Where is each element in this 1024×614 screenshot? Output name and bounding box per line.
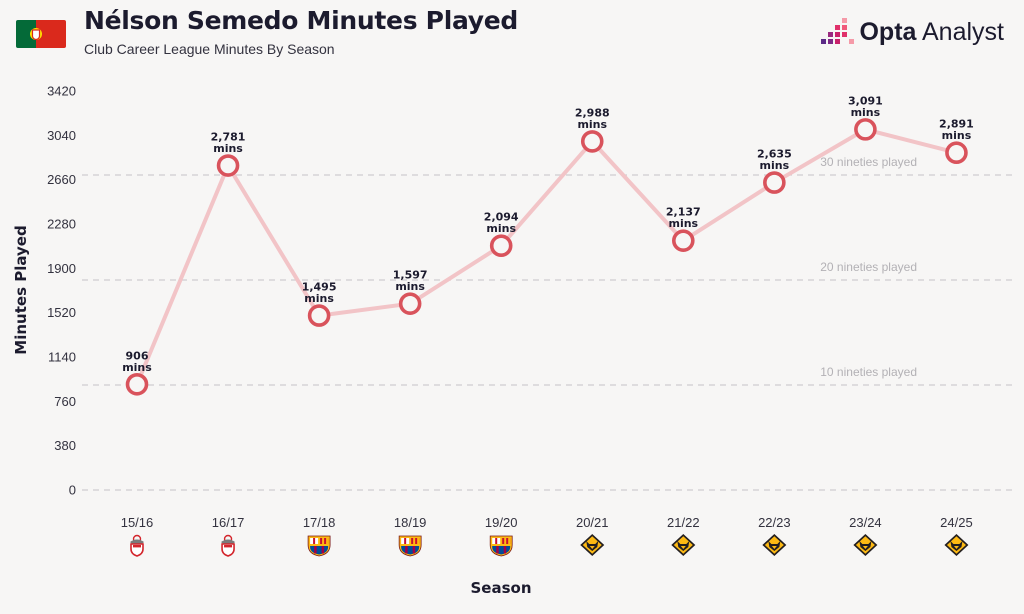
data-point	[763, 171, 786, 194]
barcelona-crest-icon	[398, 535, 422, 557]
data-label-unit: mins	[395, 280, 425, 293]
x-tick-label: 20/21	[576, 515, 609, 530]
data-label-unit: mins	[213, 142, 243, 155]
x-tick-label: 22/23	[758, 515, 791, 530]
y-tick-label: 2660	[47, 172, 76, 187]
x-tick-label: 24/25	[940, 515, 973, 530]
data-label-unit: mins	[942, 129, 972, 142]
data-label-value: 2,137	[666, 206, 701, 219]
series-line	[135, 127, 959, 387]
data-point	[945, 141, 968, 165]
x-tick-label: 21/22	[667, 515, 700, 530]
y-tick-label: 0	[69, 483, 76, 498]
chart-title: Nélson Semedo Minutes Played	[84, 6, 519, 35]
wolves-crest-icon	[762, 534, 787, 556]
data-label-unit: mins	[668, 217, 698, 230]
barcelona-crest-icon	[489, 535, 513, 557]
y-tick-label: 380	[54, 438, 76, 453]
chart-subtitle: Club Career League Minutes By Season	[84, 41, 335, 57]
reference-line-label: 10 nineties played	[820, 365, 917, 379]
x-tick-label: 18/19	[394, 515, 427, 530]
x-axis-title: Season	[470, 579, 531, 597]
x-tick-label: 23/24	[849, 515, 882, 530]
reference-line-label: 30 nineties played	[820, 155, 917, 169]
reference-line-label: 20 nineties played	[820, 260, 917, 274]
y-tick-label: 3040	[47, 128, 76, 143]
y-tick-label: 3420	[47, 84, 76, 99]
x-tick-label: 19/20	[485, 515, 518, 530]
data-point	[398, 292, 422, 315]
data-label-value: 906	[126, 349, 149, 362]
data-label-unit: mins	[577, 118, 607, 131]
portugal-flag-icon	[16, 20, 66, 48]
x-tick-label: 15/16	[121, 515, 154, 530]
data-point	[854, 118, 877, 141]
wolves-crest-icon	[944, 534, 969, 556]
data-point	[307, 304, 331, 327]
opta-analyst-logo: Opta Analyst	[821, 16, 1004, 48]
wolves-crest-icon	[853, 534, 878, 556]
y-tick-label: 760	[54, 394, 76, 409]
y-axis-title: Minutes Played	[12, 225, 30, 354]
data-point	[580, 130, 604, 153]
data-label-value: 2,094	[484, 211, 519, 224]
data-label-unit: mins	[851, 106, 881, 119]
data-label-value: 2,781	[211, 131, 246, 144]
x-tick-label: 16/17	[212, 515, 245, 530]
data-point	[489, 234, 513, 257]
y-tick-label: 2280	[47, 217, 76, 232]
wolves-crest-icon	[580, 534, 605, 556]
data-label-value: 2,891	[939, 118, 974, 131]
wolves-crest-icon	[671, 534, 696, 556]
y-tick-label: 1900	[47, 261, 76, 276]
barcelona-crest-icon	[307, 535, 331, 557]
data-label-value: 2,635	[757, 148, 792, 161]
data-label-unit: mins	[486, 222, 516, 235]
data-label-unit: mins	[304, 292, 334, 305]
data-label-unit: mins	[760, 159, 790, 172]
data-point	[125, 372, 149, 396]
opta-analyst-wordmark: Opta Analyst	[859, 17, 1004, 46]
data-point	[671, 229, 695, 252]
benfica-crest-icon	[130, 534, 144, 557]
data-label-unit: mins	[122, 361, 152, 374]
opta-analyst-logo-icon	[821, 18, 855, 44]
x-tick-label: 17/18	[303, 515, 336, 530]
benfica-crest-icon	[221, 534, 236, 557]
y-tick-label: 1140	[48, 350, 76, 365]
data-label-value: 1,495	[302, 281, 337, 294]
data-label-value: 3,091	[848, 94, 883, 107]
data-label-value: 2,988	[575, 106, 610, 119]
data-point	[216, 154, 240, 177]
data-label-value: 1,597	[393, 269, 428, 282]
y-tick-label: 1520	[47, 305, 76, 320]
